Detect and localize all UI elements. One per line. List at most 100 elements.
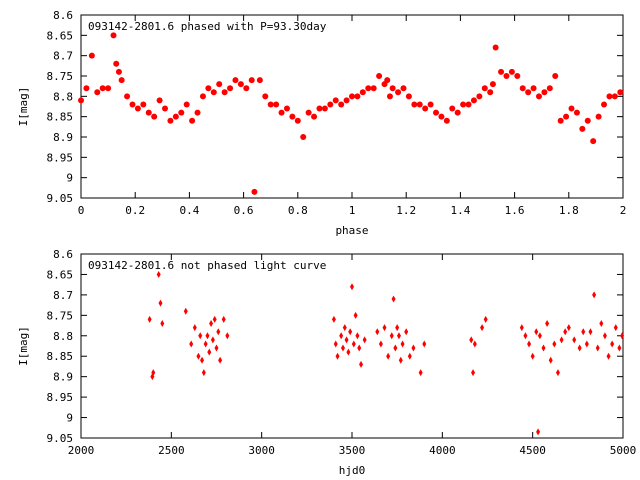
data-point	[110, 32, 117, 39]
y-tick-label: 8.65	[47, 268, 74, 281]
data-point	[476, 93, 483, 100]
data-point	[340, 344, 345, 352]
data-point	[300, 134, 307, 140]
x-tick-label: 1	[349, 204, 356, 217]
data-point	[278, 109, 285, 116]
y-tick-label: 8.7	[53, 50, 73, 63]
data-point	[508, 68, 515, 75]
data-point	[483, 315, 488, 323]
data-point	[160, 320, 165, 328]
data-point	[530, 85, 537, 92]
data-point	[332, 97, 339, 104]
data-point	[602, 332, 607, 340]
data-point	[534, 328, 539, 336]
data-point	[359, 360, 364, 368]
data-point	[617, 89, 624, 96]
x-tick-label: 1.8	[559, 204, 579, 217]
data-point	[147, 315, 152, 323]
data-point	[216, 81, 223, 88]
data-point	[94, 89, 101, 96]
data-point	[535, 93, 542, 100]
data-point	[536, 428, 541, 436]
data-point	[391, 295, 396, 303]
data-point	[541, 89, 548, 96]
data-point	[599, 320, 604, 328]
data-point	[156, 270, 161, 278]
data-point	[584, 117, 591, 124]
y-tick-label: 8.6	[53, 9, 73, 22]
data-point	[548, 356, 553, 364]
data-point	[611, 93, 618, 100]
data-point	[145, 109, 152, 116]
data-point	[333, 340, 338, 348]
chart-title: 093142-2801.6 phased with P=93.30day	[88, 20, 327, 33]
data-point	[227, 85, 234, 92]
data-point	[212, 315, 217, 323]
data-point	[537, 332, 542, 340]
data-point	[487, 89, 494, 96]
data-point	[411, 101, 418, 108]
data-point	[519, 324, 524, 332]
y-tick-label: 8.8	[53, 90, 73, 103]
data-point	[557, 117, 564, 124]
data-point	[595, 344, 600, 352]
x-tick-label: 3000	[248, 444, 275, 457]
data-point	[552, 73, 559, 79]
data-point	[83, 85, 90, 92]
data-point	[351, 340, 356, 348]
data-point	[541, 344, 546, 352]
plot-frame	[80, 14, 624, 199]
x-axis-label: hjd0	[339, 464, 366, 477]
data-point	[545, 320, 550, 328]
data-point	[335, 352, 340, 360]
data-point	[606, 93, 613, 100]
data-point	[472, 340, 477, 348]
data-point	[433, 109, 440, 116]
data-point	[492, 44, 499, 51]
data-point	[396, 332, 401, 340]
data-point	[454, 109, 461, 116]
data-point	[294, 117, 301, 124]
x-axis-label: phase	[335, 224, 368, 237]
data-point	[218, 356, 223, 364]
data-point	[349, 93, 355, 100]
data-point	[601, 101, 608, 108]
data-point	[189, 340, 194, 348]
data-point	[201, 369, 206, 377]
data-point	[393, 344, 398, 352]
x-tick-label: 0	[78, 204, 85, 217]
data-point	[221, 315, 226, 323]
data-point	[527, 340, 532, 348]
data-point	[172, 113, 179, 120]
x-tick-label: 2	[620, 204, 627, 217]
y-tick-label: 8.7	[53, 289, 73, 302]
data-point	[237, 81, 244, 88]
y-axis-label: I[mag]	[17, 326, 30, 366]
y-tick-label: 8.75	[47, 70, 74, 83]
data-point	[214, 344, 219, 352]
data-point	[606, 352, 611, 360]
data-point	[613, 324, 618, 332]
data-point	[617, 344, 622, 352]
data-point	[595, 113, 602, 120]
data-point	[389, 332, 394, 340]
data-point	[525, 89, 532, 96]
data-point	[559, 336, 564, 344]
chart-title: 093142-2801.6 not phased light curve	[88, 259, 326, 272]
x-tick-label: 1.6	[505, 204, 525, 217]
y-tick-label: 8.6	[53, 248, 73, 261]
data-point	[305, 109, 312, 116]
data-point	[470, 97, 477, 104]
y-tick-label: 8.9	[53, 131, 73, 144]
x-tick-label: 1.4	[450, 204, 470, 217]
data-point	[232, 77, 239, 84]
data-point	[140, 101, 147, 108]
y-tick-label: 9	[66, 172, 73, 185]
data-point	[563, 113, 570, 120]
data-point	[411, 344, 416, 352]
data-point	[416, 101, 423, 108]
data-point	[192, 324, 197, 332]
data-point	[118, 77, 125, 84]
data-point	[418, 369, 423, 377]
